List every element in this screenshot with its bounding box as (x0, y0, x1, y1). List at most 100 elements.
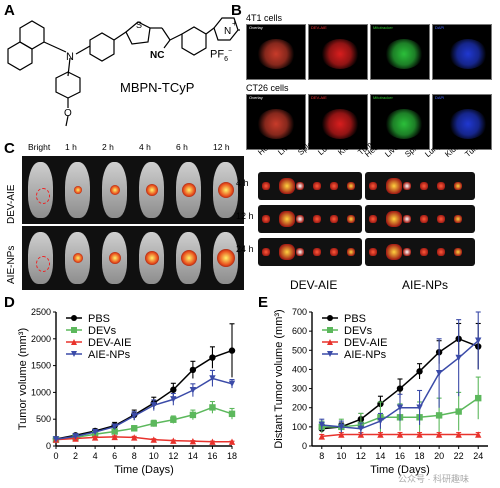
organ-signal (369, 215, 377, 223)
fluorescence-spot (216, 249, 235, 267)
data-point (318, 433, 325, 440)
tumor-outline (36, 188, 50, 204)
organ-signal (403, 248, 411, 256)
micro-channel-label: Overlay (249, 25, 263, 30)
counterion-sub: 6 (224, 55, 228, 63)
data-point (435, 412, 443, 419)
mouse-row-1 (22, 226, 244, 290)
series-line (55, 406, 233, 441)
data-point (189, 411, 197, 419)
x-tick-label: 18 (227, 451, 237, 461)
fluorescence-spot (144, 251, 159, 265)
micro-channel-label: DAPI (435, 95, 445, 100)
y-tick-label: 200 (292, 403, 307, 413)
organ-signal (330, 182, 338, 190)
data-point (150, 420, 157, 427)
organ-signal (369, 182, 377, 190)
data-point (131, 412, 138, 420)
row-label-aie-nps: AIE-NPs (6, 226, 18, 286)
x-tick-label: 2 (73, 451, 78, 461)
organ-signal (347, 215, 355, 223)
fluorescence-spot (180, 250, 197, 266)
x-tick-label: 14 (188, 451, 198, 461)
organ-signal (279, 211, 295, 227)
y-tick-label: 0 (302, 441, 307, 451)
organ-signal (262, 215, 270, 223)
micro-1-2: Mitotracker (370, 94, 430, 150)
organ-signal (437, 248, 445, 256)
organ-signal (454, 248, 462, 256)
x-tick-label: 10 (149, 451, 159, 461)
tumor-outline (36, 256, 50, 272)
pyridinium-n-text: N (224, 26, 231, 37)
data-point (377, 431, 384, 438)
micro-0-2: Mitotracker (370, 24, 430, 80)
x-tick-label: 4 (93, 451, 98, 461)
plus-charge-text: + (232, 19, 237, 28)
micro-channel-label: Mitotracker (373, 95, 393, 100)
organ-signal (369, 248, 377, 256)
organ-signal (296, 215, 304, 223)
x-tick-label: 14 (375, 451, 385, 461)
micro-1-1: DEV-AIE (308, 94, 368, 150)
organ-strip (258, 205, 362, 233)
data-point (416, 431, 423, 438)
x-tick-label: 16 (207, 451, 217, 461)
micro-cell-signal (321, 39, 359, 69)
organ-time-label: 12 h (236, 211, 254, 221)
y-tick-label: 500 (292, 345, 307, 355)
organ-signal (296, 248, 304, 256)
data-point (475, 394, 482, 402)
fluorescence-spot (108, 252, 121, 264)
organ-signal (313, 182, 321, 190)
organ-signal (454, 215, 462, 223)
watermark: 公众号 · 科研趣味 (398, 474, 469, 484)
counterion-text: PF (210, 48, 225, 61)
fluorescence-spot (181, 183, 196, 197)
y-tick-label: 1000 (31, 387, 51, 397)
x-tick-label: 16 (395, 451, 405, 461)
micro-0-3: DAPI (432, 24, 492, 80)
y-tick-label: 1500 (31, 361, 51, 371)
legend-label: DEVs (344, 325, 373, 337)
micro-cell-signal (449, 39, 487, 69)
x-tick-label: 22 (454, 451, 464, 461)
organ-time-label: 24 h (236, 244, 254, 254)
data-point (91, 434, 99, 441)
data-point (189, 437, 197, 445)
data-point (455, 354, 462, 362)
micro-cell-signal (449, 109, 487, 139)
micro-cell-signal (321, 109, 359, 139)
organ-signal (420, 248, 428, 256)
data-point (228, 347, 236, 354)
x-tick-label: 8 (319, 451, 324, 461)
micro-cell-signal (257, 39, 295, 69)
legend-marker (327, 315, 333, 321)
data-point (228, 438, 236, 445)
x-tick-label: 24 (473, 451, 483, 461)
organ-signal (313, 215, 321, 223)
organ-time-label: 4 h (236, 178, 249, 188)
x-tick-label: 8 (132, 451, 137, 461)
data-point (209, 375, 216, 382)
series-line (55, 349, 233, 440)
y-tick-label: 2500 (31, 307, 51, 317)
time-label: 6 h (176, 142, 188, 152)
mouse-row-0 (22, 156, 244, 224)
micro-1-0: Overlay (246, 94, 306, 150)
compound-name: MBPN-TCyP (120, 80, 195, 95)
panel-a-label: A (4, 2, 15, 19)
row-label-dev-aie-text: DEV-AIE (6, 184, 17, 224)
organ-signal (454, 182, 462, 190)
organ-strip (365, 205, 475, 233)
data-point (396, 404, 404, 411)
micro-1-3: DAPI (432, 94, 492, 150)
fluorescence-spot (73, 186, 82, 194)
data-point (455, 408, 462, 415)
series-line (55, 436, 232, 443)
organ-signal (330, 215, 338, 223)
x-tick-label: 0 (53, 451, 58, 461)
data-point (435, 431, 443, 438)
fluorescence-spot (109, 185, 120, 195)
legend-label: AIE-NPs (344, 349, 387, 361)
